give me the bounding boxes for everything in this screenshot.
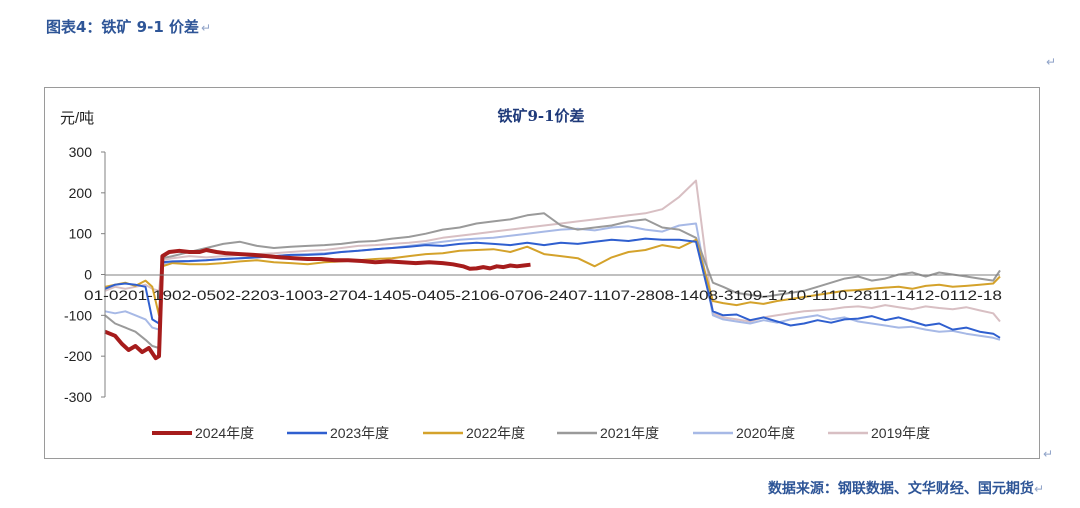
- y-tick-label: 0: [84, 267, 92, 283]
- legend-label: 2020年度: [736, 425, 795, 441]
- source-note: 数据来源：钢联数据、文华财经、国元期货↵: [768, 478, 1044, 498]
- series-line-2024年度: [104, 248, 531, 361]
- legend-label: 2019年度: [871, 425, 930, 441]
- legend-label: 2023年度: [330, 425, 389, 441]
- paragraph-mark-icon: ↵: [1046, 55, 1057, 69]
- series-line-2019年度: [104, 179, 1001, 323]
- y-tick-label: 100: [69, 226, 93, 242]
- paragraph-mark-icon: ↵: [1043, 447, 1054, 461]
- y-tick-label: 300: [69, 144, 93, 160]
- y-tick-label: -100: [64, 307, 92, 323]
- legend-label: 2022年度: [466, 425, 525, 441]
- series-line-2022年度: [104, 238, 1001, 317]
- source-text: 数据来源：钢联数据、文华财经、国元期货: [767, 481, 1034, 497]
- series-line-2023年度: [104, 237, 1001, 339]
- x-tick-labels: 01-0201-1902-0502-2203-1003-2704-1405-04…: [84, 287, 1002, 303]
- legend-label: 2021年度: [600, 425, 659, 441]
- legend: 2024年度 2023年度 2022年度 2021年度 2020年度 2019年度: [152, 425, 930, 441]
- y-tick-label: -200: [64, 348, 92, 364]
- return-mark-icon: ↵: [200, 21, 212, 35]
- figure-caption-text: 图表4：铁矿 9-1 价差: [46, 18, 199, 36]
- return-mark-icon: ↵: [1033, 482, 1044, 496]
- series-line-2021年度: [104, 212, 1001, 349]
- axes-layer: [104, 152, 1000, 397]
- y-axis-label: 元/吨: [60, 110, 94, 127]
- y-tick-label: -300: [64, 389, 92, 405]
- series-layer: [104, 179, 1001, 361]
- legend-label: 2024年度: [195, 425, 254, 441]
- y-tick-labels: 300 200 100 0 -100 -200 -300: [64, 144, 105, 405]
- chart-title: 铁矿9-1价差: [497, 107, 584, 125]
- chart-frame: [44, 87, 1040, 459]
- figure-caption: 图表4：铁矿 9-1 价差 ↵: [46, 16, 211, 37]
- y-tick-label: 200: [69, 185, 93, 201]
